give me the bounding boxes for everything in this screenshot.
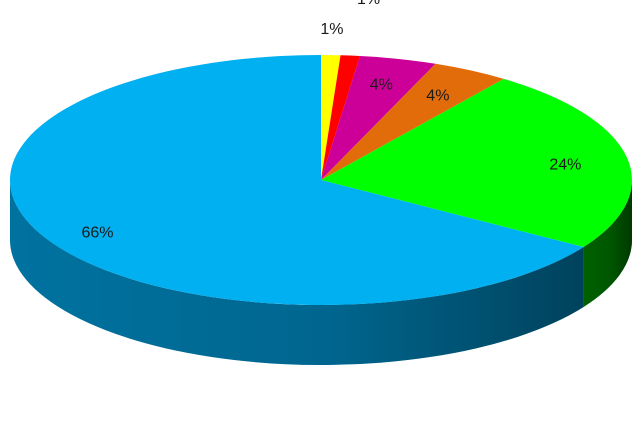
pie-slice-label-3: 4%	[426, 88, 449, 105]
pie-slice-label-1: 1%	[357, 0, 380, 8]
pie-slice-3	[321, 63, 504, 180]
pie-slice-label-4: 24%	[549, 156, 581, 173]
pie-tops	[10, 55, 633, 305]
pie-slice-label-0: 1%	[320, 21, 343, 38]
pie-slice-1	[321, 55, 360, 180]
pie-labels: 1% 1% 4% 4% 24% 66%	[82, 0, 582, 241]
pie-slice-0	[321, 55, 341, 180]
pie-side-shade-4	[583, 180, 632, 307]
pie-side-shade-5	[9, 180, 584, 366]
pie-sides	[9, 180, 632, 366]
pie-slice-label-2: 4%	[370, 77, 393, 94]
pie-slice-4	[321, 78, 633, 247]
pie-slice-5	[10, 55, 584, 305]
pie-slice-label-5: 66%	[82, 224, 114, 241]
pie-slice-2	[321, 55, 436, 180]
